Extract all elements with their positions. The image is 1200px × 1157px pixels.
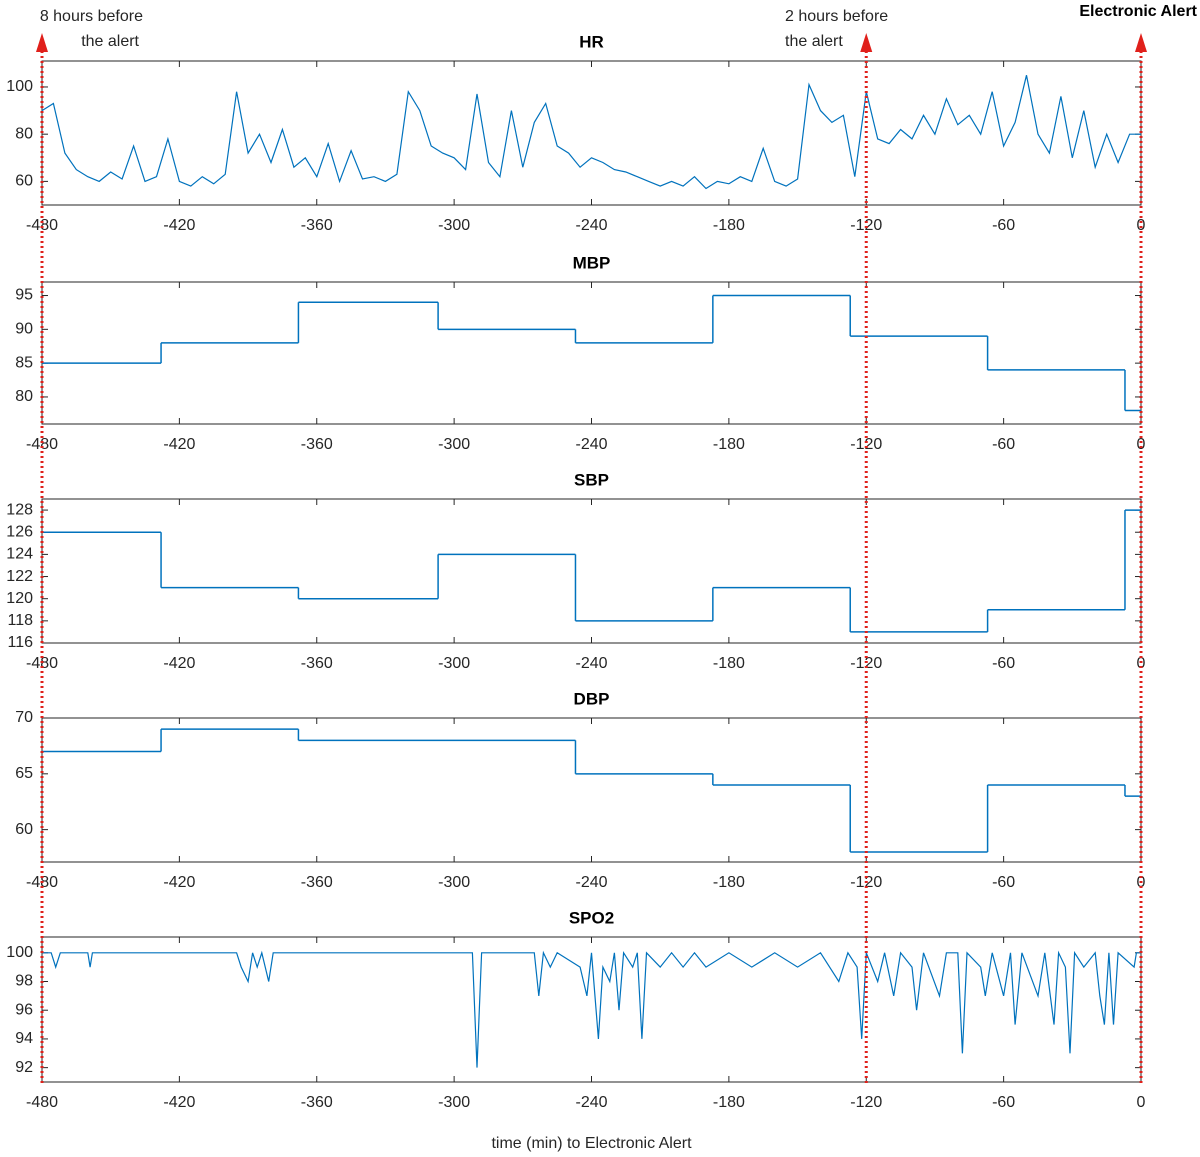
- y-tick-label: 128: [6, 501, 33, 518]
- x-tick-label: -300: [438, 874, 470, 891]
- x-tick-label: -60: [992, 655, 1015, 672]
- y-tick-label: 92: [15, 1059, 33, 1076]
- x-tick-label: -180: [713, 874, 745, 891]
- alert-arrowhead: [1135, 33, 1147, 52]
- x-tick-label: 0: [1137, 655, 1146, 672]
- x-tick-label: -60: [992, 1094, 1015, 1111]
- alert-label: the alert: [785, 33, 843, 50]
- y-tick-label: 96: [15, 1001, 33, 1018]
- x-tick-label: 0: [1137, 217, 1146, 234]
- x-tick-label: -420: [163, 1094, 195, 1111]
- x-tick-label: 0: [1137, 1094, 1146, 1111]
- x-tick-label: -300: [438, 655, 470, 672]
- x-tick-label: -240: [575, 655, 607, 672]
- x-tick-label: -360: [301, 874, 333, 891]
- y-tick-label: 116: [7, 634, 33, 651]
- x-tick-label: -120: [850, 1094, 882, 1111]
- x-tick-label: -60: [992, 217, 1015, 234]
- y-tick-label: 126: [6, 523, 33, 540]
- x-tick-label: -120: [850, 436, 882, 453]
- data-line: [42, 950, 1141, 1068]
- y-tick-label: 124: [6, 546, 33, 563]
- y-tick-label: 118: [7, 612, 33, 629]
- x-tick-label: -180: [713, 1094, 745, 1111]
- y-tick-label: 98: [15, 973, 33, 990]
- x-tick-label: -360: [301, 217, 333, 234]
- y-tick-label: 60: [15, 173, 33, 190]
- alert-label: the alert: [81, 33, 139, 50]
- chart-title: SPO2: [569, 908, 614, 927]
- x-tick-label: -420: [163, 436, 195, 453]
- alert-arrowhead: [860, 33, 873, 52]
- x-tick-label: -240: [575, 217, 607, 234]
- x-tick-label: -420: [163, 217, 195, 234]
- y-tick-label: 100: [6, 78, 33, 95]
- x-tick-label: -420: [163, 874, 195, 891]
- alert-label: Electronic Alert: [1079, 3, 1197, 20]
- x-tick-label: -120: [850, 655, 882, 672]
- x-tick-label: -420: [163, 655, 195, 672]
- x-tick-label: -300: [438, 1094, 470, 1111]
- x-tick-label: -360: [301, 436, 333, 453]
- x-tick-label: -120: [850, 217, 882, 234]
- axes-box: [41, 717, 1142, 863]
- x-tick-label: -300: [438, 436, 470, 453]
- y-tick-label: 90: [15, 321, 33, 338]
- x-tick-label: -180: [713, 655, 745, 672]
- axes-box: [41, 60, 1142, 206]
- y-tick-label: 80: [15, 125, 33, 142]
- x-tick-label: -480: [26, 1094, 58, 1111]
- x-tick-label: -480: [26, 655, 58, 672]
- x-tick-label: -360: [301, 655, 333, 672]
- y-tick-label: 122: [6, 568, 33, 585]
- x-tick-label: -60: [992, 436, 1015, 453]
- x-tick-label: -480: [26, 217, 58, 234]
- y-tick-label: 70: [15, 709, 33, 726]
- x-tick-label: -60: [992, 874, 1015, 891]
- y-tick-label: 65: [15, 765, 33, 782]
- x-tick-label: -360: [301, 1094, 333, 1111]
- data-line: [41, 75, 1141, 190]
- chart-title: DBP: [574, 689, 610, 708]
- y-tick-label: 95: [15, 287, 33, 304]
- y-tick-label: 85: [15, 354, 33, 371]
- axes-box: [41, 281, 1142, 425]
- y-tick-label: 94: [15, 1030, 33, 1047]
- chart-title: MBP: [573, 253, 611, 272]
- alert-label: 8 hours before: [40, 8, 143, 25]
- y-tick-label: 100: [6, 944, 33, 961]
- alert-arrowhead: [36, 33, 48, 52]
- x-tick-label: -480: [26, 436, 58, 453]
- x-tick-label: -180: [713, 436, 745, 453]
- x-tick-label: -240: [575, 874, 607, 891]
- y-tick-label: 60: [15, 821, 33, 838]
- alert-label: 2 hours before: [785, 8, 888, 25]
- x-tick-label: -240: [575, 436, 607, 453]
- x-axis-label: time (min) to Electronic Alert: [491, 1135, 692, 1152]
- x-tick-label: -300: [438, 217, 470, 234]
- x-tick-label: -240: [575, 1094, 607, 1111]
- x-tick-label: 0: [1137, 436, 1146, 453]
- chart-title: SBP: [574, 470, 609, 489]
- x-tick-label: -180: [713, 217, 745, 234]
- chart-title: HR: [579, 32, 604, 51]
- y-tick-label: 120: [6, 590, 33, 607]
- y-tick-label: 80: [15, 388, 33, 405]
